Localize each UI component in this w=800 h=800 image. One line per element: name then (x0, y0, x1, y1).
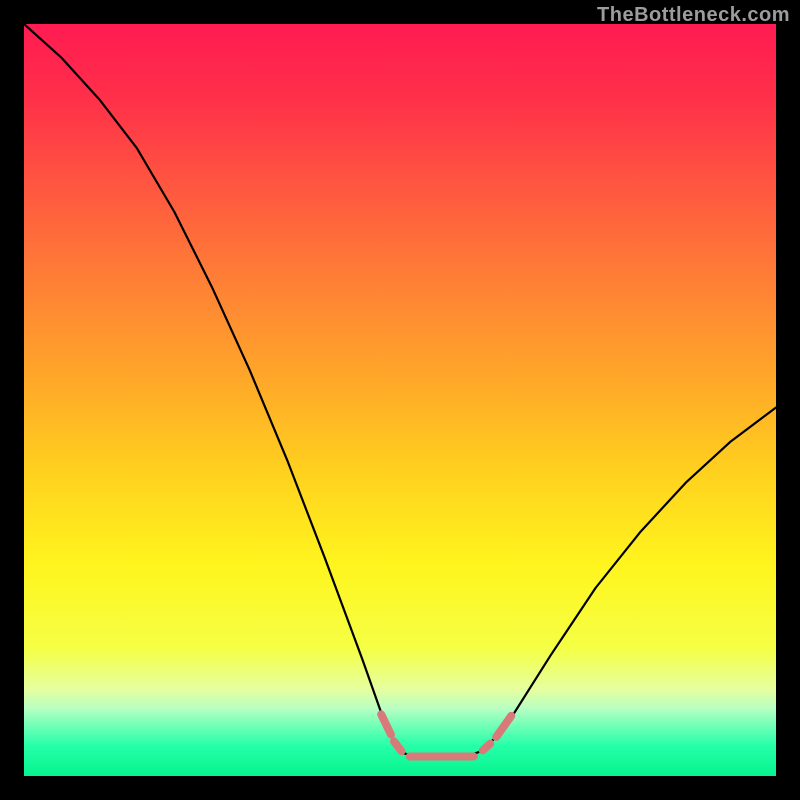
plot-area (24, 24, 776, 776)
chart-container: TheBottleneck.com (0, 0, 800, 800)
bottleneck-chart-svg (0, 0, 800, 800)
sweet-spot-segment (483, 744, 491, 751)
